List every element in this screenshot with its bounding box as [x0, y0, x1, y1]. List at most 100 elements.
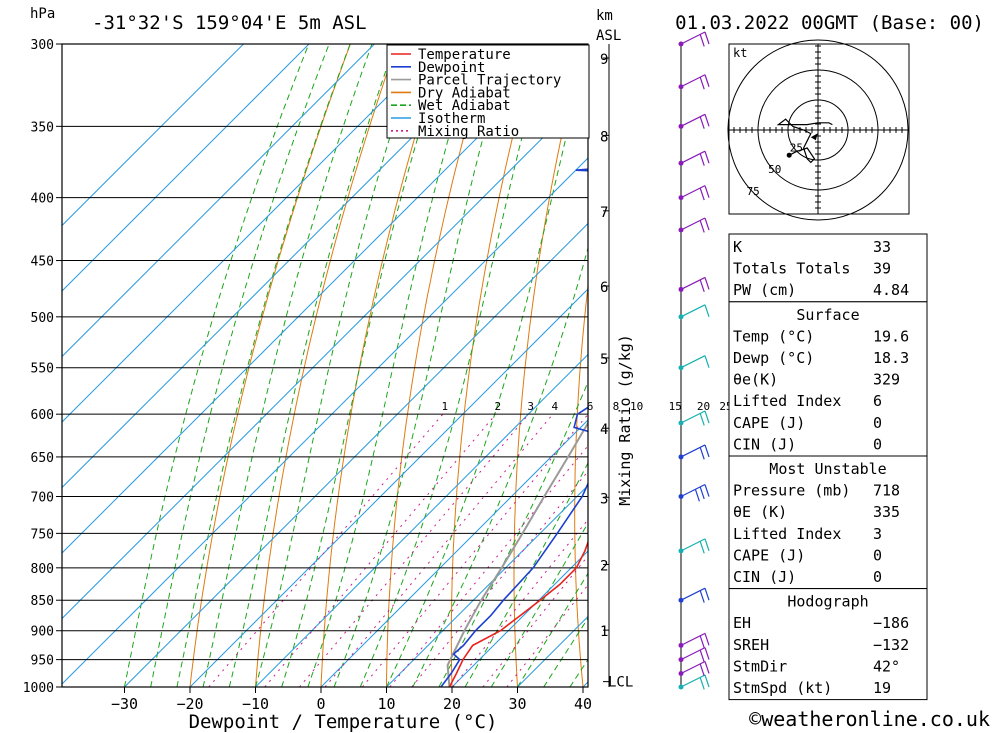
pressure-tick-label: 300: [31, 38, 54, 53]
mixing-ratio-line: [361, 413, 588, 687]
wind-barb-flag: [699, 220, 705, 233]
wind-barb-shaft: [680, 483, 706, 498]
dewpoint-line: [440, 168, 588, 687]
hodograph-box: [728, 43, 910, 215]
wind-barb-flag: [699, 279, 705, 293]
isotherm-line: [320, 419, 588, 687]
temperature-tick-label: −10: [242, 695, 269, 713]
index-label: Totals Totals: [733, 260, 850, 278]
km-tick-label: 2: [600, 558, 608, 574]
table-section-title: Most Unstable: [769, 460, 886, 478]
wind-barb-flag: [704, 484, 710, 497]
legend-entry: Mixing Ratio: [418, 124, 519, 140]
hpa-unit-label: hPa: [30, 6, 55, 22]
wind-barb-flag: [699, 590, 705, 603]
temperature-tick-label: 20: [443, 695, 461, 713]
wind-barb-shaft: [680, 355, 706, 369]
wind-barb-flag: [699, 663, 705, 677]
isotherm-line: [62, 44, 244, 227]
dry-adiabat-line: [189, 44, 351, 687]
pressure-tick-label: 1000: [23, 681, 54, 696]
index-value: 3: [873, 525, 882, 543]
index-label: StmDir: [733, 657, 787, 675]
x-axis-title: Dewpoint / Temperature (°C): [189, 711, 498, 733]
hodograph-table: Hodograph EH −186 SREH −132 StmDir 42° StmSpd (…: [728, 588, 928, 701]
surface-table: Surface Temp (°C) 19.6 Dewp (°C) 18.3 θe(K) 32…: [728, 301, 928, 457]
plot-frame: [61, 43, 589, 688]
mixing-ratio-label: 3: [527, 400, 534, 413]
copyright-footer[interactable]: ©weatheronline.co.uk: [749, 707, 990, 731]
wind-barb-flag: [704, 31, 710, 45]
legend-entry: Dry Adiabat: [418, 85, 511, 101]
isotherm-line: [62, 157, 588, 685]
wet-adiabat-line: [228, 44, 396, 687]
pressure-tick-label: 450: [31, 255, 54, 270]
index-value: 33: [873, 238, 891, 256]
km-tick-label: 7: [600, 205, 608, 221]
legend-entry: Parcel Trajectory: [418, 73, 561, 89]
mixing-ratio-line: [264, 413, 497, 687]
wind-barb-flag: [699, 677, 705, 690]
temperature-tick-label: 0: [316, 695, 325, 713]
pressure-tick-label: 500: [31, 311, 54, 326]
wet-adiabat-line: [438, 380, 588, 687]
index-value: 335: [873, 503, 900, 521]
dry-adiabat-line: [320, 44, 444, 687]
index-label: K: [733, 238, 742, 256]
hodograph-trace: [776, 118, 833, 164]
pressure-tick-label: 600: [31, 408, 54, 423]
wind-barb-shaft: [680, 660, 706, 675]
index-value: 0: [873, 414, 882, 432]
mixing-ratio-line: [299, 413, 530, 687]
wind-barb-shaft: [680, 632, 706, 646]
index-label: CIN (J): [733, 435, 796, 453]
index-label: Dewp (°C): [733, 349, 814, 367]
isotherm-line: [62, 44, 310, 292]
wind-barb-flag: [704, 444, 710, 458]
location-header: -31°32'S 159°04'E 5m ASL: [92, 12, 367, 34]
indices-general-table: K 33 Totals Totals 39 PW (cm) 4.84: [728, 233, 928, 303]
index-value: 0: [873, 435, 882, 453]
most-unstable-table: Most Unstable Pressure (mb) 718 θE (K) 335 Li…: [728, 455, 928, 590]
storm-motion-arrow: [810, 133, 818, 141]
table-frame: [728, 588, 928, 701]
table-frame: [728, 301, 928, 457]
wind-barb-shaft: [680, 276, 706, 290]
index-value: 4.84: [873, 281, 909, 299]
wind-barb-shaft: [680, 410, 706, 424]
index-label: SREH: [733, 636, 769, 654]
index-label: Pressure (mb): [733, 482, 850, 500]
temperature-tick-label: 30: [508, 695, 526, 713]
wind-barb-shaft: [680, 304, 706, 318]
mixing-ratio-line: [411, 470, 588, 687]
mixing-ratio-label: 10: [630, 400, 643, 413]
wind-barb-flag: [704, 150, 710, 164]
index-value: 6: [873, 392, 882, 410]
pressure-tick-label: 900: [31, 625, 54, 640]
isotherm-line: [189, 288, 588, 687]
wind-barb-flag: [704, 633, 710, 646]
mixing-ratio-line: [452, 518, 588, 687]
wind-barb-flag: [704, 304, 710, 318]
hodograph-endpoint: [786, 152, 792, 158]
wind-barb-flag: [699, 413, 705, 426]
km-tick-label: 4: [600, 422, 608, 438]
wind-barb-flag: [699, 34, 705, 47]
legend-entry: Wet Adiabat: [418, 98, 511, 114]
wet-adiabat-line: [307, 44, 477, 687]
legend-entry: Temperature: [418, 47, 511, 63]
wind-barb-flag: [704, 661, 710, 674]
index-value: 0: [873, 546, 882, 564]
hodograph-unit-label: kt: [733, 46, 747, 60]
pressure-tick-label: 700: [31, 491, 54, 506]
wind-barb-flag: [699, 153, 705, 166]
wind-barb-shaft: [680, 217, 706, 231]
pressure-tick-label: 950: [31, 654, 54, 669]
mixing-ratio-label: 4: [551, 400, 558, 413]
wet-adiabat-line: [124, 44, 310, 687]
wind-barb-flag: [699, 76, 705, 90]
index-value: 19: [873, 679, 891, 697]
index-value: 39: [873, 260, 891, 278]
table-frame: [728, 455, 928, 590]
